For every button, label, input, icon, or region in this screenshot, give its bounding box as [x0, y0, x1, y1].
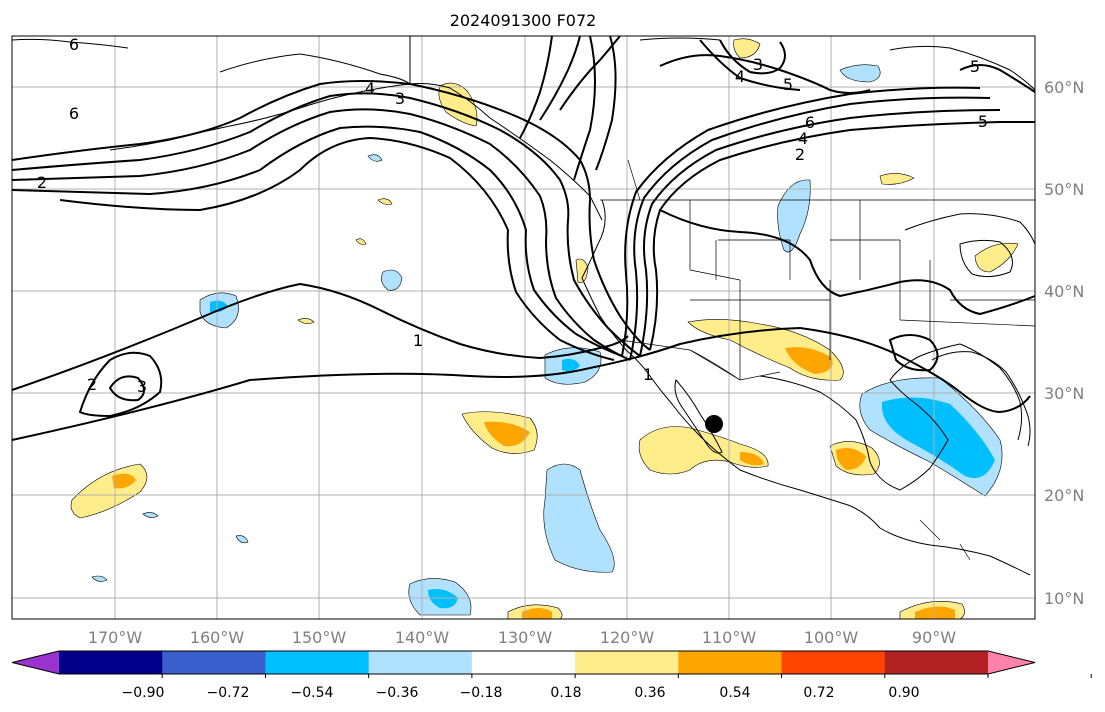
- colorbar-segment: [575, 651, 679, 674]
- negative-anomaly-region: [235, 535, 249, 544]
- lon-label: 150°W: [292, 628, 347, 647]
- colorbar-tick-label: 0.18: [550, 685, 581, 701]
- colorbar-extend-high: [988, 651, 1035, 674]
- positive-anomaly-region: [297, 318, 315, 324]
- map-title: 2024091300 F072: [450, 11, 597, 30]
- colorbar: [11, 650, 1092, 678]
- negative-anomaly-region: [381, 269, 403, 291]
- contour-label: 3: [137, 377, 147, 396]
- colorbar-segment: [884, 651, 989, 674]
- negative-anomaly-region: [777, 179, 811, 253]
- colorbar-tick-label: 0.36: [634, 685, 665, 701]
- contour-label: 2: [37, 173, 47, 192]
- negative-anomaly-region: [839, 64, 881, 83]
- lat-label: 10°N: [1044, 589, 1084, 608]
- positive-anomaly-region: [638, 426, 769, 475]
- latitude-labels: 60°N 50°N 40°N 30°N 20°N 10°N: [1044, 78, 1084, 608]
- contour-label: 4: [735, 67, 745, 86]
- lat-label: 60°N: [1044, 78, 1084, 97]
- contour-label: 5: [783, 75, 793, 94]
- lat-label: 30°N: [1044, 384, 1084, 403]
- lat-label: 20°N: [1044, 486, 1084, 505]
- negative-anomaly-region: [210, 300, 228, 313]
- contour-label: 6: [805, 113, 815, 132]
- colorbar-tick-label: −0.72: [207, 685, 250, 701]
- colorbar-segment: [265, 651, 370, 674]
- lon-label: 160°W: [190, 628, 245, 647]
- longitude-labels: 170°W 160°W 150°W 140°W 130°W 120°W 110°…: [88, 628, 956, 647]
- lon-label: 90°W: [912, 628, 956, 647]
- lon-label: 170°W: [88, 628, 143, 647]
- contour-label: 3: [753, 55, 763, 74]
- colorbar-tick-label: 0.72: [803, 685, 834, 701]
- negative-anomaly-region: [91, 575, 108, 582]
- negative-anomaly-region: [428, 589, 458, 609]
- positive-anomaly-region: [836, 448, 866, 470]
- positive-anomaly-region: [915, 606, 955, 619]
- negative-anomaly-region: [142, 512, 159, 518]
- colorbar-segment: [678, 651, 783, 674]
- contour-label: 6: [69, 104, 79, 123]
- contour-label: 4: [365, 79, 375, 98]
- lon-label: 140°W: [395, 628, 450, 647]
- political-borders: [600, 159, 1036, 561]
- negative-anomaly-region: [543, 463, 615, 573]
- contour-label: 5: [970, 57, 980, 76]
- lon-label: 120°W: [600, 628, 655, 647]
- positive-anomaly-region: [522, 608, 552, 619]
- contour-label: 3: [395, 89, 405, 108]
- colorbar-segment: [162, 651, 266, 674]
- negative-anomaly-region: [367, 154, 383, 162]
- lat-label: 40°N: [1044, 282, 1084, 301]
- positive-anomaly-region: [484, 421, 530, 447]
- positive-anomaly-region: [740, 452, 764, 466]
- colorbar-segment: [59, 651, 163, 674]
- contour-label: 1: [643, 365, 653, 384]
- negative-anomaly-region: [562, 358, 580, 372]
- colorbar-tick-label: −0.36: [376, 685, 419, 701]
- colorbar-tick-labels: −0.90 −0.72 −0.54 −0.36 −0.18 0.18 0.36 …: [122, 685, 920, 701]
- lon-label: 130°W: [498, 628, 553, 647]
- colorbar-tick-label: −0.54: [291, 685, 334, 701]
- colorbar-segment: [471, 651, 576, 674]
- colorbar-tick-label: −0.90: [122, 685, 165, 701]
- contour-labels: 6 4 3 2 6 3 4 5 6 4 2 5 5 1 1 2 3: [37, 35, 988, 396]
- positive-anomaly-region: [733, 38, 761, 59]
- positive-anomaly-region: [575, 258, 589, 283]
- anomaly-shading: [70, 38, 1019, 620]
- map-panel: 6 4 3 2 6 3 4 5 6 4 2 5 5 1 1 2 3: [11, 35, 1036, 620]
- colorbar-segment: [368, 651, 473, 674]
- positive-anomaly-region: [112, 473, 136, 489]
- negative-anomaly-region: [881, 397, 995, 478]
- colorbar-tick-label: 0.54: [719, 685, 750, 701]
- contour-label: 2: [87, 375, 97, 394]
- positive-anomaly-region: [355, 238, 367, 245]
- lat-label: 50°N: [1044, 180, 1084, 199]
- positive-anomaly-region: [785, 347, 833, 374]
- colorbar-segment: [781, 651, 886, 674]
- contour-label: 4: [798, 129, 808, 148]
- colorbar-extend-low: [12, 651, 59, 674]
- lon-label: 100°W: [804, 628, 859, 647]
- location-marker: [705, 415, 723, 433]
- map-frame: [11, 35, 1036, 620]
- lon-label: 110°W: [702, 628, 757, 647]
- contour-label: 1: [413, 331, 423, 350]
- contour-label: 2: [795, 145, 805, 164]
- colorbar-tick-label: −0.18: [460, 685, 503, 701]
- height-contours: [11, 35, 1036, 441]
- contour-label: 5: [978, 112, 988, 131]
- contour-label: 6: [69, 35, 79, 54]
- positive-anomaly-region: [377, 198, 393, 205]
- coastlines: [11, 36, 1036, 576]
- positive-anomaly-region: [974, 242, 1019, 273]
- positive-anomaly-region: [879, 173, 915, 185]
- colorbar-tick-label: 0.90: [888, 685, 919, 701]
